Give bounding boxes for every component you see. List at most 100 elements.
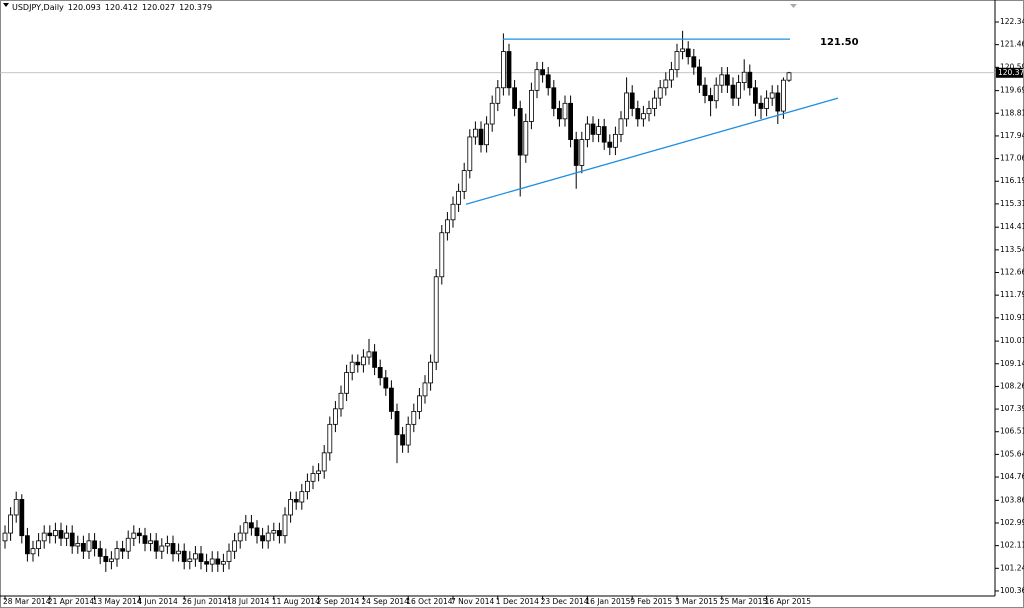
candle-body <box>136 532 142 537</box>
y-tick-label: 114.415 <box>1000 222 1024 231</box>
candle-body <box>545 74 551 89</box>
candle-body <box>691 56 697 68</box>
candle-body <box>669 69 674 81</box>
candle-body <box>75 543 81 547</box>
candle-body <box>282 514 288 537</box>
y-tick-label: 122.340 <box>1000 17 1024 26</box>
candle-body <box>747 71 753 89</box>
candle-body <box>646 108 652 115</box>
y-tick-label: 115.315 <box>1000 199 1024 208</box>
candle-body <box>13 499 19 516</box>
candle-body <box>86 540 92 552</box>
candle-body <box>220 561 226 565</box>
x-tick-label: 9 Feb 2015 <box>630 597 672 606</box>
x-tick-label: 16 Jan 2015 <box>585 597 630 606</box>
candle-body <box>775 92 781 112</box>
candle-body <box>53 530 58 537</box>
y-tick-label: 112.665 <box>1000 267 1024 276</box>
candle-body <box>299 491 305 503</box>
candle-body <box>764 97 769 109</box>
candle-body <box>204 561 210 565</box>
candle-body <box>708 95 713 102</box>
candle-body <box>92 540 97 550</box>
shift-marker[interactable] <box>790 4 797 8</box>
candle-body <box>568 102 573 140</box>
candle-body <box>19 499 25 537</box>
x-tick-label: 23 Dec 2014 <box>541 597 589 606</box>
candle-body <box>428 361 434 384</box>
candle-body <box>271 530 277 534</box>
candle-body <box>517 108 523 156</box>
candle-body <box>109 558 114 562</box>
x-tick-label: 4 Jun 2014 <box>137 597 178 606</box>
candle-body <box>344 372 350 394</box>
candle-body <box>41 532 47 542</box>
y-tick-label: 101.240 <box>1000 563 1024 572</box>
candle-body <box>265 532 271 542</box>
candle-body <box>310 473 316 482</box>
candle-body <box>697 66 702 86</box>
candle-body <box>635 108 641 120</box>
y-tick-label: 100.365 <box>1000 586 1024 595</box>
candle-body <box>523 121 529 156</box>
candle-body <box>36 540 41 550</box>
candle-body <box>416 395 422 412</box>
y-tick-label: 104.765 <box>1000 472 1024 481</box>
candle-body <box>187 558 193 562</box>
candle-body <box>753 87 758 104</box>
candle-body <box>680 48 685 52</box>
candle-body <box>226 550 232 562</box>
candle-body <box>741 71 747 83</box>
chart-header: USDJPY,Daily 120.093 120.412 120.027 120.379 <box>12 3 216 12</box>
candle-body <box>176 550 182 555</box>
candle-body <box>405 423 411 446</box>
candle-body <box>512 87 517 109</box>
candle-body <box>388 387 394 412</box>
candle-body <box>674 51 680 71</box>
candle-body <box>411 411 417 425</box>
x-tick-label: 1 Dec 2014 <box>496 597 539 606</box>
candle-body <box>585 123 590 140</box>
candle-body <box>590 123 596 135</box>
candle-body <box>472 128 478 138</box>
y-tick-label: 107.390 <box>1000 404 1024 413</box>
candle-body <box>260 535 266 542</box>
candle-body <box>641 113 646 120</box>
candle-body <box>254 527 260 537</box>
candle-body <box>444 219 450 234</box>
candle-body <box>489 102 495 125</box>
candle-body <box>288 499 294 516</box>
candle-body <box>719 74 725 86</box>
y-tick-label: 105.640 <box>1000 449 1024 458</box>
candle-body <box>394 411 400 436</box>
menu-arrow[interactable] <box>3 3 9 7</box>
x-tick-label: 3 Mar 2015 <box>675 597 718 606</box>
x-tick-label: 28 Mar 2014 <box>3 597 51 606</box>
y-tick-label: 121.465 <box>1000 40 1024 49</box>
candle-body <box>500 51 506 89</box>
candle-body <box>725 74 730 86</box>
close-value: 120.379 <box>179 3 213 12</box>
candle-body <box>349 361 355 373</box>
candle-body <box>540 69 545 76</box>
y-tick-label: 109.140 <box>1000 359 1024 368</box>
candle-body <box>613 133 618 148</box>
y-tick-label: 118.815 <box>1000 108 1024 117</box>
candle-body <box>8 514 14 534</box>
candle-body <box>276 530 282 537</box>
candle-body <box>713 84 719 102</box>
y-tick-label: 102.990 <box>1000 518 1024 527</box>
candle-body <box>573 139 579 166</box>
candle-body <box>64 532 69 539</box>
candle-body <box>456 190 462 205</box>
candle-body <box>495 87 501 104</box>
candle-body <box>624 92 629 120</box>
trendline <box>465 97 839 205</box>
candle-body <box>769 92 775 99</box>
candle-body <box>400 434 406 446</box>
candle-body <box>372 351 378 368</box>
candle-body <box>652 97 657 109</box>
candle-body <box>125 537 131 552</box>
